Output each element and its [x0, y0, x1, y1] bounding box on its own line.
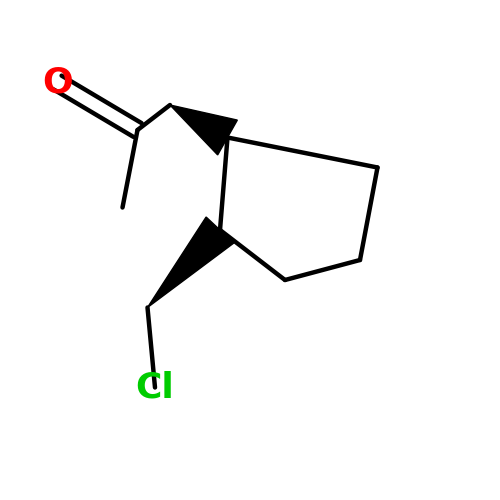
Polygon shape — [148, 217, 234, 308]
Text: Cl: Cl — [136, 370, 174, 404]
Text: O: O — [42, 66, 73, 100]
Polygon shape — [170, 105, 237, 155]
